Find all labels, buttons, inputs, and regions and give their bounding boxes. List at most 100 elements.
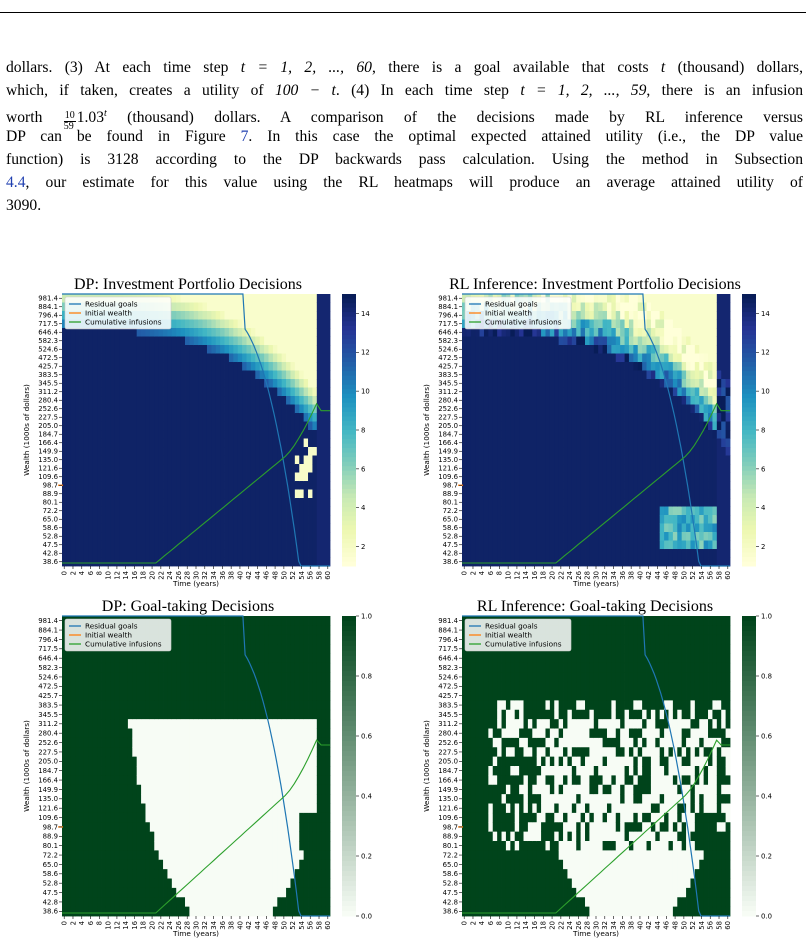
heatmap-cell bbox=[492, 549, 498, 558]
heatmap-cell bbox=[558, 362, 564, 371]
heatmap-cell bbox=[145, 756, 151, 767]
heatmap-cell bbox=[83, 523, 89, 533]
heatmap-cell bbox=[79, 353, 85, 363]
heatmap-cell bbox=[703, 396, 709, 405]
heatmap-cell bbox=[554, 396, 560, 405]
heatmap-cell bbox=[119, 353, 124, 363]
heatmap-cell bbox=[215, 430, 221, 439]
x-tick-label: 26 bbox=[575, 571, 583, 580]
heatmap-cell bbox=[708, 464, 713, 473]
heatmap-cell bbox=[83, 728, 89, 739]
heatmap-cell bbox=[488, 345, 494, 354]
heatmap-cell bbox=[488, 404, 494, 414]
heatmap-cell bbox=[549, 336, 555, 346]
heatmap-cell bbox=[602, 353, 608, 363]
heatmap-cell bbox=[294, 404, 300, 414]
heatmap-cell bbox=[646, 472, 652, 482]
heatmap-cell bbox=[255, 557, 261, 567]
heatmap-cell bbox=[198, 311, 203, 320]
heatmap-cell bbox=[659, 421, 665, 431]
heatmap-cell bbox=[681, 396, 687, 405]
heatmap-cell bbox=[672, 404, 678, 414]
heatmap-cell bbox=[268, 430, 274, 439]
heatmap-cell bbox=[92, 719, 98, 729]
heatmap-cell bbox=[677, 549, 683, 558]
heatmap-cell bbox=[141, 515, 146, 524]
heatmap-cell bbox=[545, 464, 551, 473]
colorbar-segment bbox=[742, 334, 756, 340]
colorbar-segment bbox=[742, 511, 756, 517]
heatmap-cell bbox=[83, 515, 89, 524]
heatmap-cell bbox=[677, 515, 683, 524]
heatmap-cell bbox=[646, 523, 652, 533]
heatmap-cell bbox=[228, 353, 234, 363]
heatmap-cell bbox=[321, 481, 326, 490]
heatmap-cell bbox=[523, 506, 529, 516]
heatmap-cell bbox=[611, 328, 617, 337]
heatmap-cell bbox=[281, 515, 287, 524]
heatmap-cell bbox=[264, 345, 269, 354]
heatmap-cell bbox=[189, 421, 195, 431]
heatmap-cell bbox=[299, 515, 305, 524]
heatmap-cell bbox=[228, 387, 234, 397]
heatmap-cell bbox=[475, 345, 480, 354]
heatmap-cell bbox=[712, 421, 718, 431]
heatmap-cell bbox=[299, 549, 305, 558]
heatmap-cell bbox=[79, 822, 85, 833]
heatmap-cell bbox=[325, 362, 331, 371]
heatmap-cell bbox=[259, 489, 265, 499]
figure-link[interactable]: 7 bbox=[240, 128, 249, 145]
heatmap-cell bbox=[83, 841, 89, 851]
heatmap-cell bbox=[119, 345, 124, 354]
heatmap-cell bbox=[119, 737, 124, 748]
heatmap-cell bbox=[624, 328, 630, 337]
heatmap-cell bbox=[620, 481, 625, 490]
heatmap-cell bbox=[505, 345, 511, 354]
heatmap-cell bbox=[83, 430, 89, 439]
heatmap-cell bbox=[321, 362, 326, 371]
heatmap-cell bbox=[523, 447, 529, 456]
x-tick-label: 30 bbox=[592, 571, 600, 580]
heatmap-cell bbox=[668, 472, 674, 482]
heatmap-cell bbox=[699, 421, 705, 431]
heatmap-cell bbox=[633, 387, 639, 397]
colorbar-segment bbox=[342, 339, 356, 345]
heatmap-cell bbox=[70, 803, 76, 814]
colorbar-segment bbox=[742, 357, 756, 363]
heatmap-cell bbox=[563, 549, 568, 558]
heatmap-cell bbox=[642, 413, 647, 422]
heatmap-cell bbox=[294, 481, 300, 490]
heatmap-cell bbox=[114, 404, 120, 414]
heatmap-cell bbox=[176, 447, 182, 456]
heatmap-cell bbox=[593, 430, 599, 439]
heatmap-cell bbox=[611, 532, 617, 541]
heatmap-cell bbox=[198, 421, 203, 431]
heatmap-cell bbox=[105, 897, 111, 908]
heatmap-cell bbox=[470, 464, 476, 473]
heatmap-cell bbox=[576, 506, 582, 516]
heatmap-cell bbox=[677, 294, 683, 303]
heatmap-cell bbox=[149, 447, 155, 456]
heatmap-cell bbox=[70, 672, 76, 683]
heatmap-cell bbox=[228, 311, 234, 320]
heatmap-cell bbox=[725, 557, 731, 567]
heatmap-cell bbox=[92, 379, 98, 388]
heatmap-cell bbox=[127, 850, 133, 861]
heatmap-cell bbox=[646, 328, 652, 337]
heatmap-cell bbox=[119, 766, 124, 776]
heatmap-cell bbox=[514, 396, 520, 405]
heatmap-cell bbox=[571, 379, 577, 388]
heatmap-cell bbox=[571, 370, 577, 380]
colorbar-segment bbox=[742, 516, 756, 522]
heatmap-cell bbox=[136, 396, 142, 405]
heatmap-cell bbox=[141, 681, 146, 692]
subsection-link[interactable]: 4.4 bbox=[6, 174, 26, 191]
heatmap-cell bbox=[228, 515, 234, 524]
heatmap-cell bbox=[246, 362, 252, 371]
heatmap-cell bbox=[294, 472, 300, 482]
heatmap-cell bbox=[171, 404, 177, 414]
heatmap-cell bbox=[149, 489, 155, 499]
heatmap-cell bbox=[255, 302, 261, 312]
heatmap-cell bbox=[281, 430, 287, 439]
heatmap-cell bbox=[325, 387, 331, 397]
